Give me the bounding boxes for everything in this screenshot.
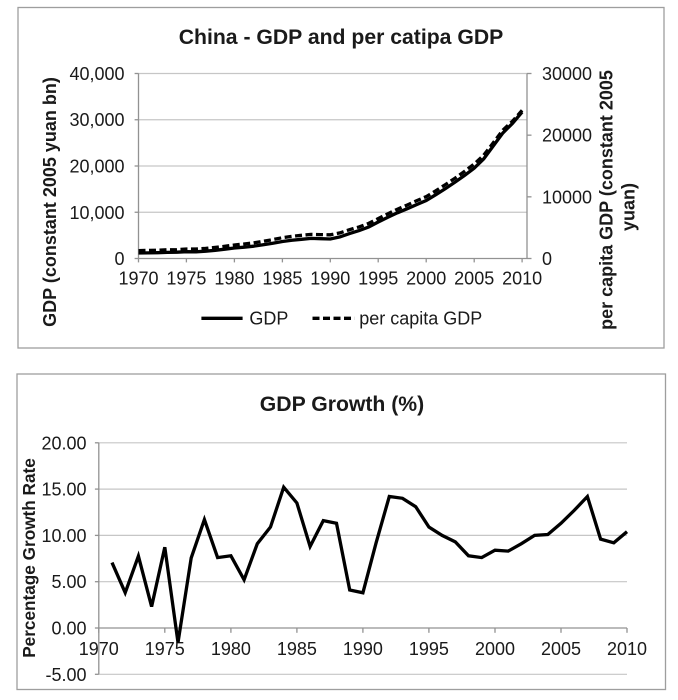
svg-text:2000: 2000 (475, 639, 515, 659)
svg-text:10.00: 10.00 (41, 526, 86, 546)
svg-text:yuan): yuan) (619, 183, 639, 231)
svg-text:0: 0 (542, 249, 552, 269)
svg-text:Percentage Growth Rate: Percentage Growth Rate (19, 458, 39, 658)
svg-text:15.00: 15.00 (41, 480, 86, 500)
svg-text:1985: 1985 (262, 269, 302, 289)
svg-text:1995: 1995 (358, 269, 398, 289)
svg-text:1990: 1990 (343, 639, 383, 659)
svg-text:China - GDP and per catipa GDP: China - GDP and per catipa GDP (179, 26, 504, 49)
svg-text:5.00: 5.00 (51, 572, 86, 592)
svg-text:1985: 1985 (277, 639, 317, 659)
svg-text:1970: 1970 (79, 639, 119, 659)
svg-text:1980: 1980 (214, 269, 254, 289)
svg-text:1980: 1980 (211, 639, 251, 659)
svg-text:GDP Growth (%): GDP Growth (%) (260, 393, 424, 416)
svg-text:GDP: GDP (249, 309, 288, 329)
svg-text:1975: 1975 (166, 269, 206, 289)
svg-text:2000: 2000 (406, 269, 446, 289)
svg-text:per capita GDP (constant 2005: per capita GDP (constant 2005 (597, 70, 617, 330)
svg-text:20000: 20000 (542, 126, 592, 146)
svg-text:1990: 1990 (310, 269, 350, 289)
svg-text:1995: 1995 (409, 639, 449, 659)
svg-text:2005: 2005 (454, 269, 494, 289)
svg-text:1970: 1970 (118, 269, 158, 289)
svg-text:0: 0 (114, 249, 124, 269)
svg-text:0.00: 0.00 (51, 619, 86, 639)
svg-text:10000: 10000 (542, 187, 592, 207)
svg-text:30,000: 30,000 (69, 110, 124, 130)
svg-text:per capita GDP: per capita GDP (359, 309, 482, 329)
svg-text:2010: 2010 (502, 269, 542, 289)
svg-text:40,000: 40,000 (69, 64, 124, 84)
svg-text:10,000: 10,000 (69, 203, 124, 223)
svg-text:2005: 2005 (541, 639, 581, 659)
svg-text:20,000: 20,000 (69, 157, 124, 177)
svg-text:1975: 1975 (145, 639, 185, 659)
svg-text:20.00: 20.00 (41, 433, 86, 453)
svg-text:GDP (constant 2005 yuan bn): GDP (constant 2005 yuan bn) (40, 77, 60, 327)
svg-text:-5.00: -5.00 (45, 665, 86, 685)
svg-text:2010: 2010 (607, 639, 647, 659)
svg-text:30000: 30000 (542, 64, 592, 84)
